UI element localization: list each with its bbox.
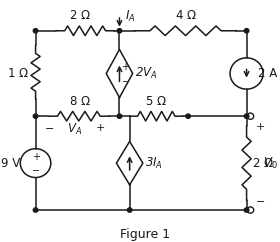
Circle shape: [127, 208, 132, 212]
Circle shape: [186, 114, 190, 118]
Text: +: +: [121, 62, 129, 72]
Circle shape: [33, 208, 38, 212]
Text: 2 $\Omega$: 2 $\Omega$: [69, 9, 91, 22]
Text: 2$V_A$: 2$V_A$: [135, 66, 157, 81]
Circle shape: [33, 114, 38, 118]
Text: 4 $\Omega$: 4 $\Omega$: [175, 9, 197, 22]
Text: 2 A: 2 A: [258, 67, 277, 80]
Text: $-$: $-$: [121, 75, 130, 85]
Text: $-$: $-$: [255, 195, 265, 205]
Circle shape: [244, 29, 249, 33]
Text: 2 $\Omega$: 2 $\Omega$: [252, 157, 274, 170]
Text: Figure 1: Figure 1: [120, 228, 170, 241]
Text: +: +: [32, 152, 39, 162]
Text: $-$: $-$: [31, 164, 40, 174]
Text: 9 V: 9 V: [1, 157, 20, 170]
Text: $+$: $+$: [255, 121, 265, 132]
Text: 5 $\Omega$: 5 $\Omega$: [145, 95, 167, 108]
Circle shape: [117, 29, 122, 33]
Circle shape: [244, 114, 249, 118]
Circle shape: [33, 29, 38, 33]
Text: 8 $\Omega$: 8 $\Omega$: [69, 95, 91, 108]
Text: $I_A$: $I_A$: [125, 9, 136, 24]
Circle shape: [117, 114, 122, 118]
Text: $+$: $+$: [95, 122, 106, 133]
Text: 3$I_A$: 3$I_A$: [145, 156, 163, 171]
Text: $-$: $-$: [45, 122, 55, 132]
Circle shape: [244, 208, 249, 212]
Text: 1 $\Omega$: 1 $\Omega$: [7, 67, 29, 80]
Text: $V_A$: $V_A$: [67, 122, 83, 137]
Text: $V_0$: $V_0$: [263, 156, 278, 171]
